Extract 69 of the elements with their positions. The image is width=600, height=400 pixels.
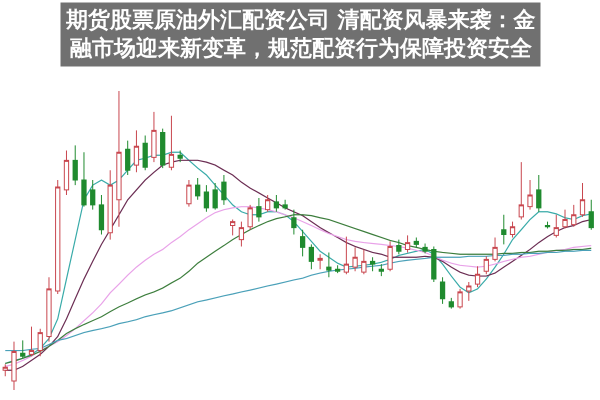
candlestick bbox=[195, 177, 200, 200]
candlestick bbox=[204, 184, 210, 212]
candlestick bbox=[98, 194, 104, 235]
candlestick bbox=[212, 182, 218, 210]
candlestick bbox=[282, 199, 288, 210]
candlestick bbox=[431, 246, 436, 283]
candlestick bbox=[265, 194, 270, 212]
candlestick bbox=[160, 128, 166, 169]
candlestick bbox=[134, 130, 140, 173]
candlestick bbox=[238, 221, 244, 247]
candlestick bbox=[422, 242, 428, 254]
candlestick bbox=[142, 135, 148, 171]
candlestick bbox=[562, 209, 568, 230]
candlestick bbox=[492, 236, 498, 262]
candlestick bbox=[55, 180, 60, 295]
candlestick bbox=[387, 240, 393, 272]
candlestick bbox=[125, 140, 130, 176]
candlestick bbox=[108, 170, 113, 240]
candlestick bbox=[588, 199, 594, 230]
candlestick bbox=[344, 236, 349, 275]
candlestick bbox=[2, 364, 8, 377]
candlestick bbox=[90, 180, 96, 210]
candlestick bbox=[510, 221, 516, 238]
candlestick bbox=[404, 234, 410, 253]
candlestick bbox=[274, 194, 280, 212]
candlestick bbox=[370, 256, 376, 272]
candlestick bbox=[527, 180, 533, 210]
candlestick bbox=[544, 221, 550, 230]
chart-title: 期货股票原油外汇配资公司 清配资风暴来袭：金融市场迎来新变革，规范配资行为保障投资安全 bbox=[65, 7, 536, 62]
candlestick bbox=[352, 246, 358, 272]
candlestick bbox=[457, 288, 463, 310]
candlestick bbox=[28, 326, 34, 357]
candlestick bbox=[536, 174, 542, 212]
candlestick bbox=[46, 276, 52, 342]
candlestick bbox=[308, 244, 314, 270]
candlestick bbox=[474, 266, 480, 288]
candlestick bbox=[38, 328, 43, 357]
candlestick bbox=[334, 264, 340, 274]
candlestick bbox=[81, 152, 87, 208]
candlestick bbox=[221, 174, 227, 206]
candlestick bbox=[168, 115, 174, 171]
candlestick bbox=[300, 229, 306, 257]
candlestick bbox=[317, 254, 323, 270]
candlestick bbox=[378, 264, 384, 277]
candlestick bbox=[440, 276, 446, 304]
candlestick bbox=[448, 297, 454, 310]
candlestick bbox=[291, 209, 297, 235]
candlestick bbox=[11, 341, 17, 391]
candlestick bbox=[230, 219, 236, 236]
candlestick bbox=[64, 150, 70, 196]
candlestick bbox=[151, 111, 157, 163]
candlestick bbox=[116, 90, 122, 228]
candlestick bbox=[466, 282, 472, 302]
candlestick bbox=[20, 340, 26, 359]
candlestick bbox=[72, 144, 78, 186]
candlestick bbox=[248, 204, 253, 230]
candlestick bbox=[256, 198, 262, 222]
candlestick bbox=[326, 252, 332, 278]
candlestick bbox=[361, 248, 366, 275]
candlestick bbox=[484, 256, 489, 275]
candlestick bbox=[186, 180, 192, 208]
candlestick bbox=[414, 236, 419, 248]
candlestick bbox=[178, 150, 183, 163]
candlestick bbox=[554, 214, 559, 238]
candlestick bbox=[580, 182, 586, 218]
candlestick bbox=[518, 162, 524, 220]
candlestick bbox=[571, 204, 576, 228]
candlestick bbox=[501, 214, 506, 245]
candlestick bbox=[396, 239, 402, 255]
